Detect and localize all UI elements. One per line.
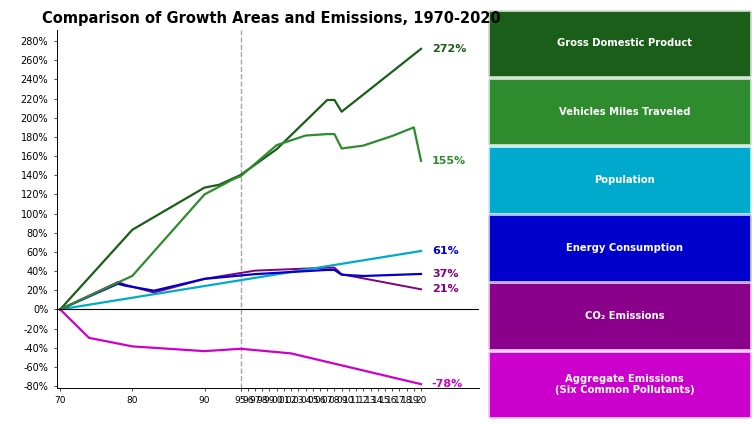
Text: Vehicles Miles Traveled: Vehicles Miles Traveled (559, 106, 691, 117)
Text: CO₂ Emissions: CO₂ Emissions (585, 311, 664, 321)
Text: 21%: 21% (432, 284, 458, 294)
Text: 61%: 61% (432, 246, 458, 256)
Text: 155%: 155% (432, 156, 466, 166)
Text: Comparison of Growth Areas and Emissions, 1970-2020: Comparison of Growth Areas and Emissions… (42, 11, 501, 25)
Text: -78%: -78% (432, 379, 463, 389)
Text: Aggregate Emissions
(Six Common Pollutants): Aggregate Emissions (Six Common Pollutan… (555, 374, 694, 395)
Text: Gross Domestic Product: Gross Domestic Product (557, 39, 692, 48)
Text: Energy Consumption: Energy Consumption (566, 243, 683, 253)
Text: 37%: 37% (432, 269, 458, 279)
Text: Population: Population (594, 175, 655, 185)
Text: 272%: 272% (432, 44, 466, 54)
